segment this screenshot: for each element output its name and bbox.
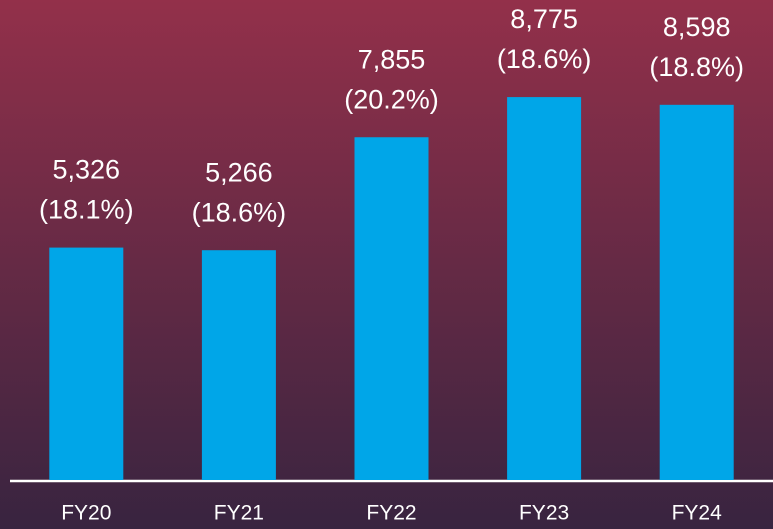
x-tick-label: FY22	[366, 502, 416, 525]
margin-label: (18.6%)	[192, 197, 287, 227]
value-label: 8,775	[510, 4, 578, 34]
margin-label: (18.6%)	[497, 44, 592, 74]
value-label: 5,266	[205, 157, 273, 187]
margin-label: (20.2%)	[344, 84, 439, 114]
value-label: 7,855	[358, 44, 426, 74]
bar	[354, 137, 429, 480]
value-label: 8,598	[663, 12, 731, 42]
margin-label: (18.1%)	[39, 195, 134, 225]
value-label: 5,326	[53, 155, 121, 185]
bar	[49, 247, 124, 480]
bar	[659, 104, 734, 480]
bar	[201, 250, 276, 480]
x-tick-label: FY24	[672, 502, 723, 525]
x-tick-label: FY20	[61, 502, 111, 525]
bar	[507, 97, 582, 480]
x-tick-label: FY23	[519, 502, 569, 525]
margin-label: (18.8%)	[649, 52, 744, 82]
x-tick-label: FY21	[214, 502, 264, 525]
